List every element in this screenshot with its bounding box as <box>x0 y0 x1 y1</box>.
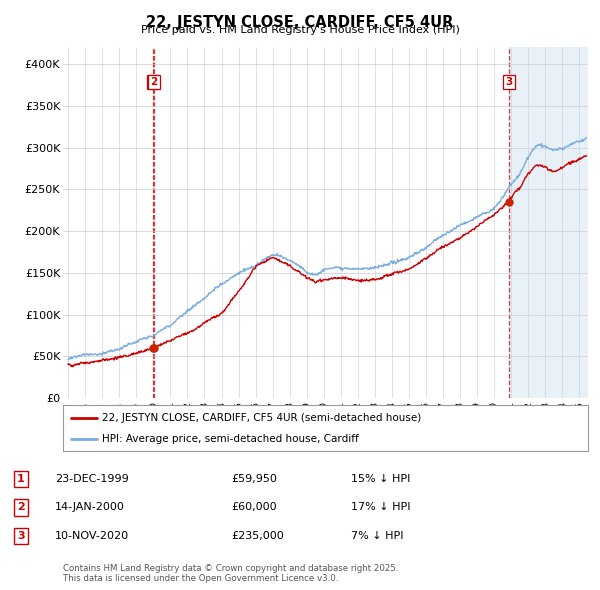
Text: Contains HM Land Registry data © Crown copyright and database right 2025.
This d: Contains HM Land Registry data © Crown c… <box>63 563 398 583</box>
Text: 3: 3 <box>17 531 25 540</box>
Text: £59,950: £59,950 <box>231 474 277 484</box>
Text: £235,000: £235,000 <box>231 531 284 540</box>
Text: 2: 2 <box>17 503 25 512</box>
Text: 1: 1 <box>149 77 157 87</box>
Text: 17% ↓ HPI: 17% ↓ HPI <box>351 503 410 512</box>
Text: £60,000: £60,000 <box>231 503 277 512</box>
Text: HPI: Average price, semi-detached house, Cardiff: HPI: Average price, semi-detached house,… <box>103 434 359 444</box>
Text: 2: 2 <box>151 77 158 87</box>
Text: 22, JESTYN CLOSE, CARDIFF, CF5 4UR: 22, JESTYN CLOSE, CARDIFF, CF5 4UR <box>146 15 454 30</box>
Text: 23-DEC-1999: 23-DEC-1999 <box>55 474 129 484</box>
Text: 7% ↓ HPI: 7% ↓ HPI <box>351 531 404 540</box>
Text: 22, JESTYN CLOSE, CARDIFF, CF5 4UR (semi-detached house): 22, JESTYN CLOSE, CARDIFF, CF5 4UR (semi… <box>103 413 422 423</box>
Text: 14-JAN-2000: 14-JAN-2000 <box>55 503 125 512</box>
Text: 10-NOV-2020: 10-NOV-2020 <box>55 531 130 540</box>
Text: 15% ↓ HPI: 15% ↓ HPI <box>351 474 410 484</box>
Text: 1: 1 <box>17 474 25 484</box>
Bar <box>509 47 588 398</box>
Text: Price paid vs. HM Land Registry's House Price Index (HPI): Price paid vs. HM Land Registry's House … <box>140 25 460 35</box>
Text: 3: 3 <box>505 77 512 87</box>
